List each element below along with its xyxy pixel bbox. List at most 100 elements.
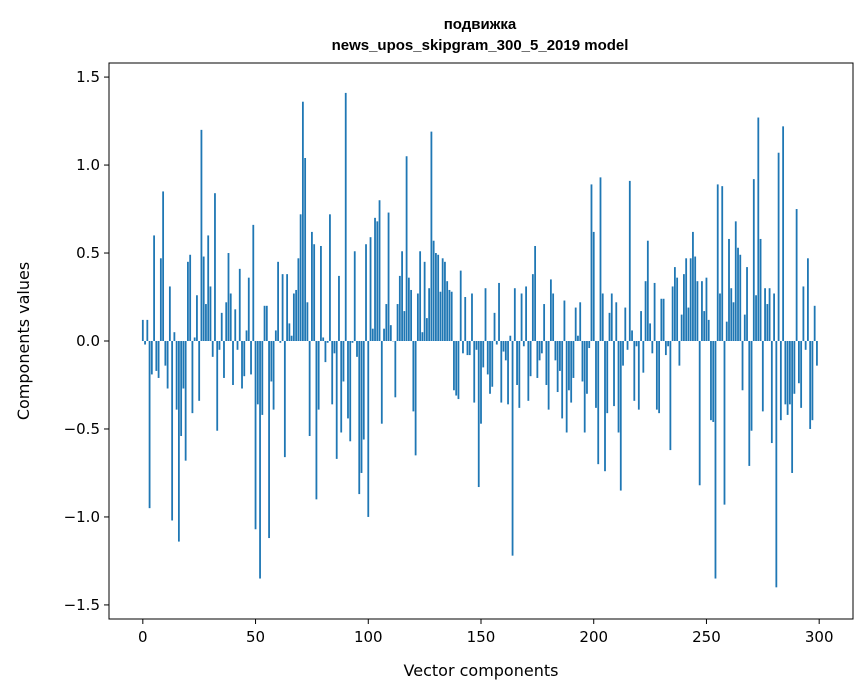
bar <box>536 341 539 378</box>
bar <box>599 177 602 341</box>
bar <box>180 341 183 437</box>
bar <box>398 275 401 341</box>
bar <box>809 341 812 429</box>
bar <box>412 341 415 412</box>
bar <box>712 341 715 422</box>
bar <box>804 341 807 350</box>
bar <box>522 341 525 347</box>
bar <box>685 258 688 341</box>
bar <box>570 341 573 403</box>
bar <box>313 244 316 341</box>
bar <box>516 341 518 385</box>
bar <box>761 341 764 412</box>
bar <box>229 293 232 341</box>
x-tick-label: 150 <box>467 628 496 646</box>
bar <box>601 293 604 341</box>
bar <box>782 126 785 341</box>
bar <box>811 341 814 421</box>
bar <box>651 341 654 354</box>
x-tick-label: 250 <box>692 628 721 646</box>
bar <box>376 221 379 341</box>
bar <box>365 244 367 341</box>
bar <box>205 304 207 341</box>
bar <box>755 295 757 341</box>
bar <box>173 332 176 341</box>
bar <box>414 341 417 456</box>
bar <box>493 312 496 341</box>
bar <box>437 254 440 341</box>
bar <box>335 341 338 459</box>
bar <box>723 341 726 505</box>
bar <box>477 341 480 488</box>
bar <box>162 191 165 341</box>
bar <box>446 281 449 341</box>
bar <box>802 286 805 341</box>
bar <box>315 341 318 500</box>
bar <box>164 341 167 366</box>
bar <box>773 293 775 341</box>
bar <box>225 302 228 341</box>
bar <box>141 319 144 341</box>
bar <box>574 307 577 341</box>
bar <box>268 341 270 539</box>
plot-frame <box>108 62 854 620</box>
bar <box>739 254 742 341</box>
bar <box>236 341 239 350</box>
bar <box>725 321 728 341</box>
bar <box>349 341 352 442</box>
bar <box>786 341 789 415</box>
bar <box>489 341 491 394</box>
bar <box>448 289 451 341</box>
bar <box>261 341 264 415</box>
bar <box>326 341 329 343</box>
bar <box>500 341 503 403</box>
bar <box>468 341 471 356</box>
bar <box>549 279 552 341</box>
bar <box>259 341 261 579</box>
bar <box>628 180 631 341</box>
bar <box>816 341 818 366</box>
bar <box>419 251 422 341</box>
bar <box>466 341 469 356</box>
bar <box>157 341 160 378</box>
x-tick-label: 50 <box>246 628 265 646</box>
bar <box>734 221 737 341</box>
bar <box>491 341 494 387</box>
bar <box>389 325 392 341</box>
bar <box>421 332 424 341</box>
bar <box>692 231 694 341</box>
bar <box>299 214 302 341</box>
bar <box>425 318 428 341</box>
bar <box>281 274 284 341</box>
bar <box>207 235 210 341</box>
bar <box>410 289 413 341</box>
bar <box>554 341 557 361</box>
bar <box>586 341 588 394</box>
bar <box>155 341 158 371</box>
bar <box>250 341 252 375</box>
bar <box>407 277 410 341</box>
bar <box>531 274 534 341</box>
bar <box>428 288 431 341</box>
bar <box>362 341 365 440</box>
bar <box>631 330 633 341</box>
bar <box>457 341 460 400</box>
bar <box>703 311 706 341</box>
bar <box>168 286 171 341</box>
bar <box>540 341 543 354</box>
bar <box>234 309 237 341</box>
bar <box>707 319 710 341</box>
bar <box>256 341 259 405</box>
bar <box>333 341 336 354</box>
bar <box>525 286 527 341</box>
bar <box>714 341 717 579</box>
y-tick-label: −0.5 <box>64 420 100 438</box>
bar <box>572 341 575 378</box>
bar <box>615 302 618 341</box>
bar <box>597 341 600 465</box>
bar <box>148 341 151 509</box>
bar <box>453 341 455 391</box>
bar <box>793 341 796 394</box>
bar <box>764 288 766 341</box>
bar <box>667 341 670 347</box>
